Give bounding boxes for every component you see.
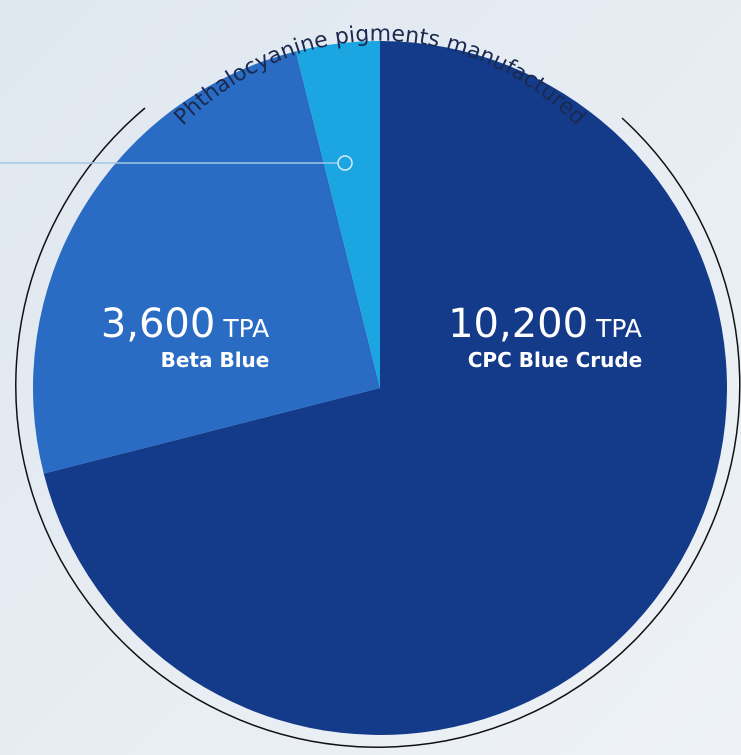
- category-label: Beta Blue: [161, 348, 270, 372]
- unit-text: TPA: [595, 314, 642, 343]
- pie-slice: [33, 51, 381, 474]
- pie-slice: [295, 41, 380, 388]
- value-label: 10,200 TPA: [448, 301, 642, 347]
- value-text: 3,600: [101, 301, 216, 347]
- unit-text: TPA: [222, 314, 269, 343]
- category-label: CPC Blue Crude: [468, 348, 643, 372]
- value-text: 10,200: [448, 301, 588, 347]
- value-label: 3,600 TPA: [101, 301, 269, 347]
- slices: [33, 41, 727, 735]
- leader-marker: [337, 155, 353, 171]
- outer-ring: [15, 107, 741, 748]
- pie-slice: [43, 41, 727, 735]
